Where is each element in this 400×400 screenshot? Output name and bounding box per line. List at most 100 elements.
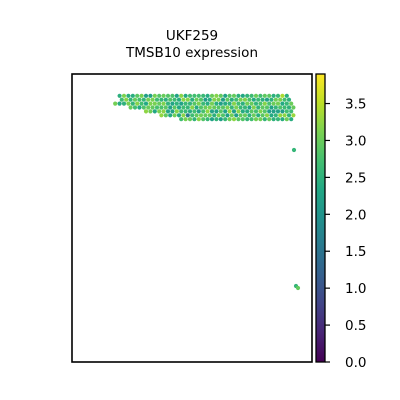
expression-spot [168,97,173,102]
colorbar-tick-label: 3.5 [345,97,366,113]
expression-spot [194,113,199,118]
expression-spot [286,113,292,118]
expression-spot [126,93,131,98]
expression-spot [291,113,296,118]
expression-spot [220,113,226,118]
expression-spot [163,97,168,102]
expression-spot [260,105,265,110]
expression-spot [121,93,127,98]
expression-spot [121,101,127,106]
expression-spot [223,117,228,122]
expression-spot [135,101,140,106]
expression-spot [223,93,228,98]
expression-spot [284,101,289,106]
expression-spot [198,97,204,102]
expression-spot [128,105,133,110]
expression-spot [207,97,212,102]
expression-spot [247,105,252,110]
expression-spot [192,109,197,114]
expression-spot [251,97,256,102]
expression-spot [146,97,151,102]
expression-spot [198,113,204,118]
expression-spot [218,101,223,106]
expression-spot [132,105,138,110]
expression-spot [128,97,133,102]
expression-spot [218,117,223,122]
expression-spot [207,105,212,110]
expression-spot [267,109,272,114]
expression-spot [216,97,221,102]
expression-spot [176,105,182,110]
expression-spot [260,113,265,118]
expression-spot [196,117,201,122]
expression-spot [284,93,289,98]
expression-spot [275,109,281,114]
expression-spot [220,105,226,110]
expression-spot [176,113,182,118]
expression-spot [238,97,243,102]
expression-spot [262,117,267,122]
expression-spot [143,101,149,106]
expression-spot [295,285,301,291]
expression-spot [264,105,270,110]
expression-spot [209,101,215,106]
expression-spot [284,109,289,114]
expression-spot [119,97,124,102]
expression-spot [170,101,175,106]
expression-spot [170,93,175,98]
expression-spot [187,93,193,98]
expression-spot [251,105,256,110]
expression-spot [214,117,219,122]
expression-spot [212,97,217,102]
expression-spot [117,93,122,98]
expression-spot [236,101,241,106]
expression-spot [253,101,259,106]
expression-spot [271,117,276,122]
colorbar-tick-label: 2.0 [345,207,366,223]
expression-spot [242,97,248,102]
expression-spot [231,101,237,106]
expression-spot [205,117,210,122]
expression-spot [148,109,153,114]
expression-spot [214,109,219,114]
expression-spot [203,105,208,110]
expression-spot [249,109,254,114]
expression-spot [240,101,245,106]
expression-spot [269,105,274,110]
expression-spot [157,101,162,106]
colorbar [316,74,325,362]
expression-spot [238,113,243,118]
expression-spot [278,113,283,118]
expression-spot [137,105,142,110]
expression-spot [236,93,241,98]
expression-spot [126,101,131,106]
expression-spot [234,113,239,118]
expression-spot [267,93,272,98]
expression-spot [183,117,188,122]
expression-spot [262,93,267,98]
expression-spot [163,105,168,110]
colorbar-tick-label: 0.5 [345,318,366,334]
expression-spot [141,97,146,102]
expression-spot [269,113,274,118]
expression-spot [271,101,276,106]
expression-spot [214,93,219,98]
expression-spot [198,105,204,110]
expression-spot [209,117,215,122]
expression-spot [203,97,208,102]
expression-spot [291,105,296,110]
expression-spot [289,117,294,122]
expression-spots [113,93,301,291]
expression-spot [181,97,186,102]
expression-spot [275,117,281,122]
expression-spot [205,93,210,98]
expression-spot [245,117,250,122]
expression-spot [236,117,241,122]
expression-spot [201,117,206,122]
expression-spot [196,101,201,106]
expression-spot [139,101,144,106]
expression-spot [209,93,215,98]
expression-spot [130,101,135,106]
expression-spot [205,101,210,106]
